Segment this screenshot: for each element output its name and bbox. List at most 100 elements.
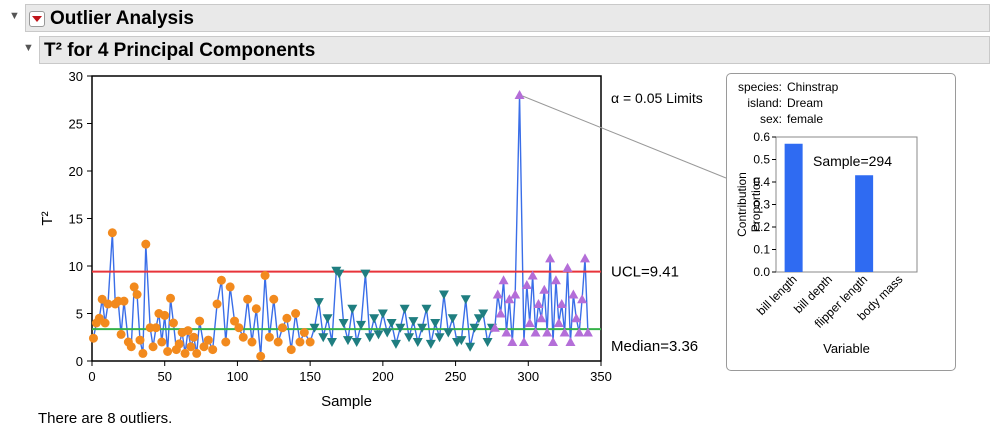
hover-label-popup: species: Chinstrap island: Dream sex: fe… xyxy=(726,73,956,371)
collapse-triangle-icon[interactable]: ▼ xyxy=(9,10,20,22)
data-point xyxy=(495,308,506,318)
data-point xyxy=(318,333,329,343)
data-point xyxy=(548,337,559,346)
data-point xyxy=(347,304,358,314)
data-point xyxy=(338,319,349,328)
x-tick-label: 100 xyxy=(227,369,249,384)
data-point xyxy=(221,337,231,347)
data-point xyxy=(282,313,292,323)
data-point xyxy=(230,316,240,326)
x-tick-label: 300 xyxy=(517,369,539,384)
data-point xyxy=(550,275,561,285)
data-point xyxy=(404,333,415,343)
data-point xyxy=(501,327,512,337)
data-point xyxy=(305,337,315,347)
data-point xyxy=(580,253,591,263)
data-point xyxy=(465,342,476,352)
data-point xyxy=(489,322,500,332)
data-point xyxy=(295,337,305,347)
data-point xyxy=(291,309,301,318)
inset-y-tick-label: 0.0 xyxy=(753,265,770,279)
data-point xyxy=(545,253,556,263)
data-point xyxy=(473,314,484,324)
data-point xyxy=(103,299,113,309)
outlier-analysis-header: Outlier Analysis xyxy=(25,4,990,32)
data-point xyxy=(530,327,541,337)
data-point xyxy=(309,323,320,333)
data-point xyxy=(390,339,401,349)
data-point xyxy=(582,327,593,337)
red-dropdown-icon[interactable] xyxy=(29,11,45,27)
inset-y-axis-label: Contribution Proportion xyxy=(735,172,763,237)
data-point xyxy=(260,271,270,280)
data-point xyxy=(107,228,117,238)
leader-line xyxy=(522,95,727,179)
data-point xyxy=(443,328,454,338)
inset-y-tick-label: 0.2 xyxy=(753,220,770,234)
data-point xyxy=(199,342,209,352)
y-tick-label: 30 xyxy=(69,69,83,84)
data-point xyxy=(460,295,471,305)
data-point xyxy=(189,332,199,342)
data-point xyxy=(160,310,170,320)
data-point xyxy=(553,318,564,327)
data-point xyxy=(510,289,521,299)
inset-x-axis-label: Variable xyxy=(823,341,870,356)
data-point xyxy=(386,319,397,328)
data-point xyxy=(141,239,151,249)
island-key: island: xyxy=(747,96,782,110)
data-point xyxy=(251,304,261,314)
data-point xyxy=(377,309,388,319)
data-point xyxy=(269,294,279,304)
contribution-bar xyxy=(784,143,803,272)
data-point xyxy=(556,299,567,308)
x-axis-label: Sample xyxy=(321,393,372,410)
data-point xyxy=(225,282,235,292)
data-point xyxy=(504,294,515,304)
y-tick-label: 0 xyxy=(76,354,83,369)
collapse-triangle-icon[interactable]: ▼ xyxy=(23,42,34,54)
sample-annotation: Sample=294 xyxy=(813,153,892,169)
data-point xyxy=(521,280,532,289)
t2-header: T² for 4 Principal Components xyxy=(39,36,990,64)
data-point xyxy=(434,333,445,343)
data-point xyxy=(536,313,547,323)
data-point xyxy=(168,318,178,328)
sex-key: sex: xyxy=(759,112,782,126)
median-label: Median=3.36 xyxy=(611,338,698,355)
data-point xyxy=(577,294,588,304)
data-point xyxy=(273,337,283,347)
y-axis-label: T² xyxy=(39,211,56,225)
data-point xyxy=(456,336,467,346)
data-point xyxy=(399,304,410,314)
data-point xyxy=(542,327,553,337)
y-tick-label: 5 xyxy=(76,307,83,322)
data-point xyxy=(527,270,538,280)
data-point xyxy=(234,323,244,333)
data-point xyxy=(478,309,489,319)
data-point xyxy=(192,348,202,358)
sex-value: female xyxy=(787,112,824,126)
data-point xyxy=(208,345,218,355)
data-point xyxy=(514,90,525,99)
data-point xyxy=(132,290,142,299)
data-point xyxy=(364,333,375,343)
data-point xyxy=(539,284,550,294)
data-point xyxy=(447,314,458,324)
data-point xyxy=(568,289,579,299)
data-point xyxy=(412,338,423,347)
data-point xyxy=(278,323,288,333)
x-tick-label: 200 xyxy=(372,369,394,384)
data-point xyxy=(135,335,145,345)
species-value: Chinstrap xyxy=(787,80,839,94)
data-point xyxy=(518,337,529,346)
ucl-label: UCL=9.41 xyxy=(611,264,679,281)
inset-y-axis-label-line: Proportion xyxy=(749,177,763,232)
data-point xyxy=(326,338,337,347)
data-point xyxy=(562,262,573,272)
data-point xyxy=(88,333,98,343)
inset-y-tick-label: 0.5 xyxy=(753,153,770,167)
data-point xyxy=(157,337,167,347)
